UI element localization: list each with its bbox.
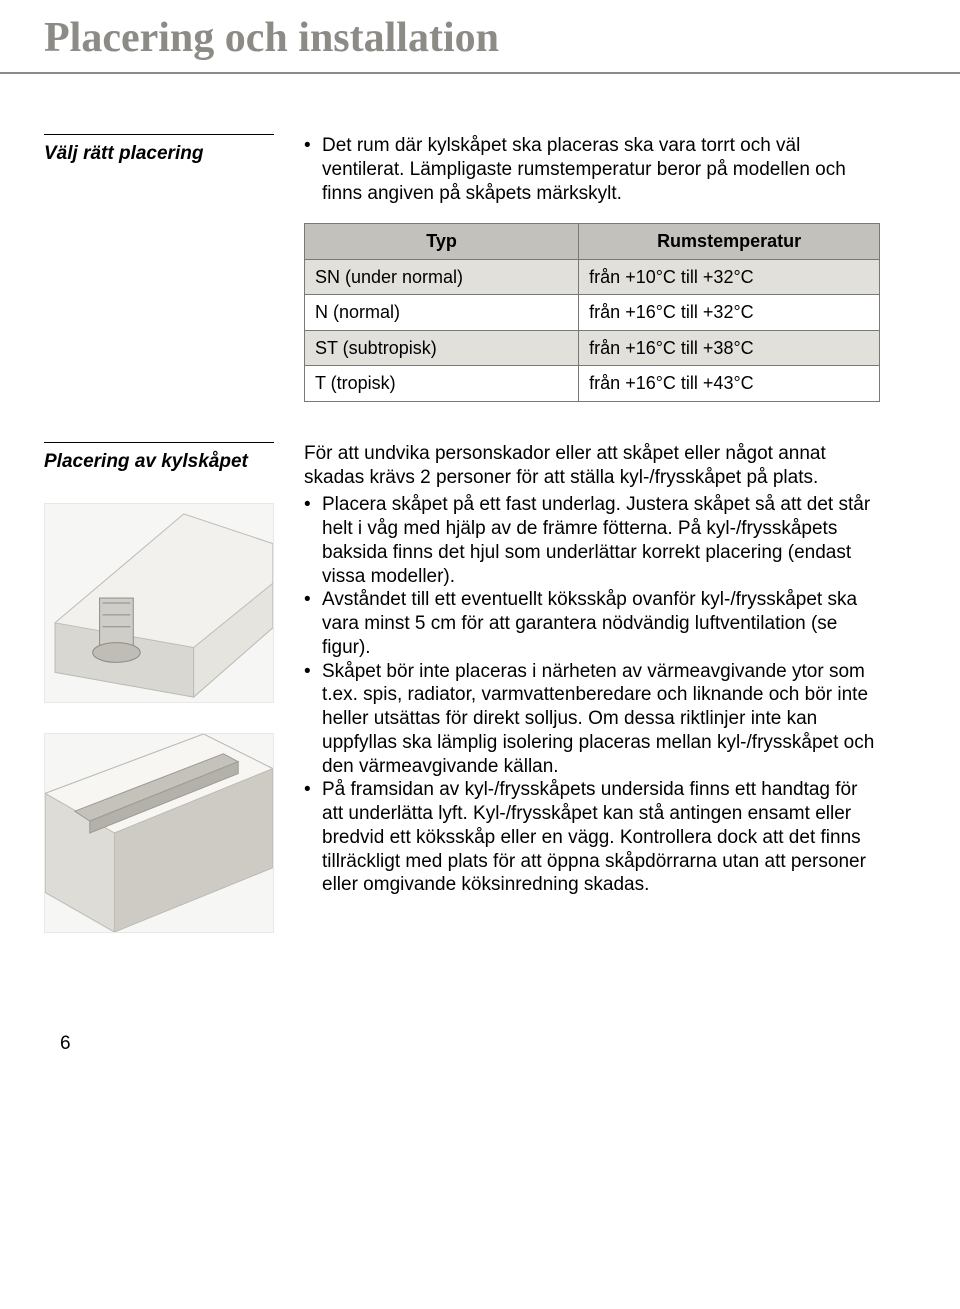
section-label: Välj rätt placering: [44, 137, 274, 165]
table-cell-temp: från +16°C till +32°C: [579, 295, 880, 331]
page-title: Placering och installation: [0, 0, 960, 74]
table-row: SN (under normal) från +10°C till +32°C: [305, 259, 880, 295]
section-label: Placering av kylskåpet: [44, 445, 274, 473]
table-cell-temp: från +10°C till +32°C: [579, 259, 880, 295]
section-placement-fridge: Placering av kylskåpet: [0, 442, 960, 933]
table-cell-type: ST (subtropisk): [305, 330, 579, 366]
illustration-foot: [44, 503, 274, 703]
bullet-item: Avståndet till ett eventuellt köksskåp o…: [304, 588, 880, 659]
bullet-item: På framsidan av kyl-/frysskåpets undersi…: [304, 778, 880, 897]
section-left-column: Välj rätt placering: [44, 134, 274, 402]
table-row: ST (subtropisk) från +16°C till +38°C: [305, 330, 880, 366]
section-placement-choice: Välj rätt placering Det rum där kylskåpe…: [0, 134, 960, 402]
table-cell-temp: från +16°C till +38°C: [579, 330, 880, 366]
table-cell-type: SN (under normal): [305, 259, 579, 295]
page-number: 6: [0, 973, 960, 1085]
table-row: N (normal) från +16°C till +32°C: [305, 295, 880, 331]
bullet-item: Skåpet bör inte placeras i närheten av v…: [304, 660, 880, 779]
illustration-underside: [44, 733, 274, 933]
section-body: För att undvika personskador eller att s…: [304, 442, 880, 933]
table-cell-type: N (normal): [305, 295, 579, 331]
section-body: Det rum där kylskåpet ska placeras ska v…: [304, 134, 880, 402]
table-header-type: Typ: [305, 224, 579, 260]
table-cell-type: T (tropisk): [305, 366, 579, 402]
section-left-column: Placering av kylskåpet: [44, 442, 274, 933]
intro-text: För att undvika personskador eller att s…: [304, 442, 880, 490]
table-header-temp: Rumstemperatur: [579, 224, 880, 260]
table-cell-temp: från +16°C till +43°C: [579, 366, 880, 402]
bullet-item: Det rum där kylskåpet ska placeras ska v…: [304, 134, 880, 205]
bullet-item: Placera skåpet på ett fast underlag. Jus…: [304, 493, 880, 588]
table-row: T (tropisk) från +16°C till +43°C: [305, 366, 880, 402]
temperature-table: Typ Rumstemperatur SN (under normal) frå…: [304, 223, 880, 402]
